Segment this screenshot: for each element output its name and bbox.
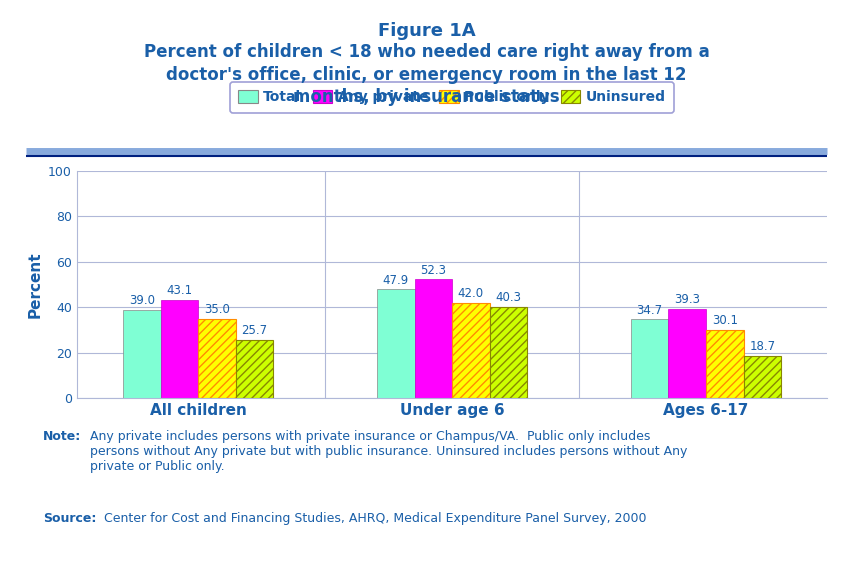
Bar <box>235 340 273 398</box>
Text: Percent of children < 18 who needed care right away from a
doctor's office, clin: Percent of children < 18 who needed care… <box>143 43 709 106</box>
Text: 47.9: 47.9 <box>383 274 408 287</box>
Bar <box>743 356 780 398</box>
Bar <box>705 330 743 398</box>
Text: 39.0: 39.0 <box>129 294 155 307</box>
Bar <box>743 356 780 398</box>
Bar <box>160 300 198 398</box>
Text: 52.3: 52.3 <box>420 263 446 277</box>
Text: Figure 1A: Figure 1A <box>377 22 475 40</box>
Bar <box>489 307 527 398</box>
Y-axis label: Percent: Percent <box>27 251 43 318</box>
Bar <box>630 319 668 398</box>
Bar <box>414 279 452 398</box>
Text: Note:: Note: <box>43 430 81 443</box>
Bar <box>452 303 489 398</box>
Text: Source:: Source: <box>43 512 96 525</box>
Bar <box>452 303 489 398</box>
Bar <box>198 319 235 398</box>
Bar <box>668 309 705 398</box>
Text: Any private includes persons with private insurance or Champus/VA.  Public only : Any private includes persons with privat… <box>89 430 686 473</box>
Bar <box>198 319 235 398</box>
Bar <box>705 330 743 398</box>
Text: 34.7: 34.7 <box>636 304 662 316</box>
Text: 43.1: 43.1 <box>166 284 193 298</box>
Text: 40.3: 40.3 <box>495 291 521 304</box>
Legend: Total, Any private, Public only, Uninsured: Total, Any private, Public only, Uninsur… <box>230 82 673 113</box>
Bar <box>123 310 160 398</box>
Bar <box>489 307 527 398</box>
Text: 18.7: 18.7 <box>748 340 774 353</box>
Bar <box>377 289 414 398</box>
Text: 35.0: 35.0 <box>204 303 230 316</box>
Text: 30.1: 30.1 <box>711 314 737 327</box>
Text: 39.3: 39.3 <box>673 293 699 306</box>
Text: 25.7: 25.7 <box>241 324 268 337</box>
Text: 42.0: 42.0 <box>458 287 483 300</box>
Bar <box>235 340 273 398</box>
Text: Center for Cost and Financing Studies, AHRQ, Medical Expenditure Panel Survey, 2: Center for Cost and Financing Studies, A… <box>104 512 646 525</box>
